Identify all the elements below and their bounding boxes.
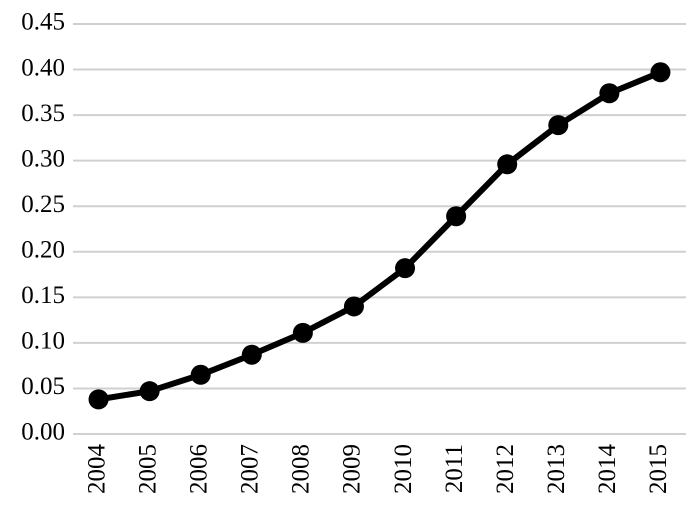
y-tick-label: 0.05 (21, 373, 65, 400)
data-point (497, 154, 518, 175)
y-tick-label: 0.20 (21, 237, 65, 264)
x-tick-label: 2013 (543, 444, 570, 494)
x-tick-label: 2012 (492, 444, 519, 494)
data-point (548, 115, 569, 136)
data-point (650, 62, 671, 83)
x-tick-label: 2014 (594, 444, 621, 495)
y-tick-label: 0.45 (21, 9, 65, 36)
y-tick-label: 0.35 (21, 100, 65, 127)
x-tick-label: 2004 (83, 444, 110, 495)
data-point (88, 389, 109, 410)
x-tick-label: 2009 (339, 444, 366, 494)
data-line (98, 69, 662, 403)
data-point (395, 258, 416, 279)
x-tick-label: 2015 (645, 444, 672, 494)
data-point (190, 364, 211, 385)
data-point (139, 381, 160, 402)
data-point (343, 296, 364, 317)
x-tick-label: 2007 (237, 444, 264, 494)
x-tick-label: 2011 (441, 444, 468, 493)
x-tick-label: 2010 (390, 444, 417, 494)
data-point (446, 206, 467, 227)
data-point (292, 322, 313, 343)
data-point (599, 83, 620, 104)
y-tick-label: 0.15 (21, 282, 65, 309)
y-tick-label: 0.10 (21, 328, 65, 355)
y-tick-label: 0.30 (21, 145, 65, 172)
y-tick-label: 0.25 (21, 191, 65, 218)
y-tick-label: 0.00 (21, 419, 65, 446)
y-tick-label: 0.40 (21, 54, 65, 81)
data-point (241, 344, 262, 365)
x-tick-label: 2006 (185, 444, 212, 494)
x-tick-label: 2005 (134, 444, 161, 494)
x-tick-label: 2008 (288, 444, 315, 494)
